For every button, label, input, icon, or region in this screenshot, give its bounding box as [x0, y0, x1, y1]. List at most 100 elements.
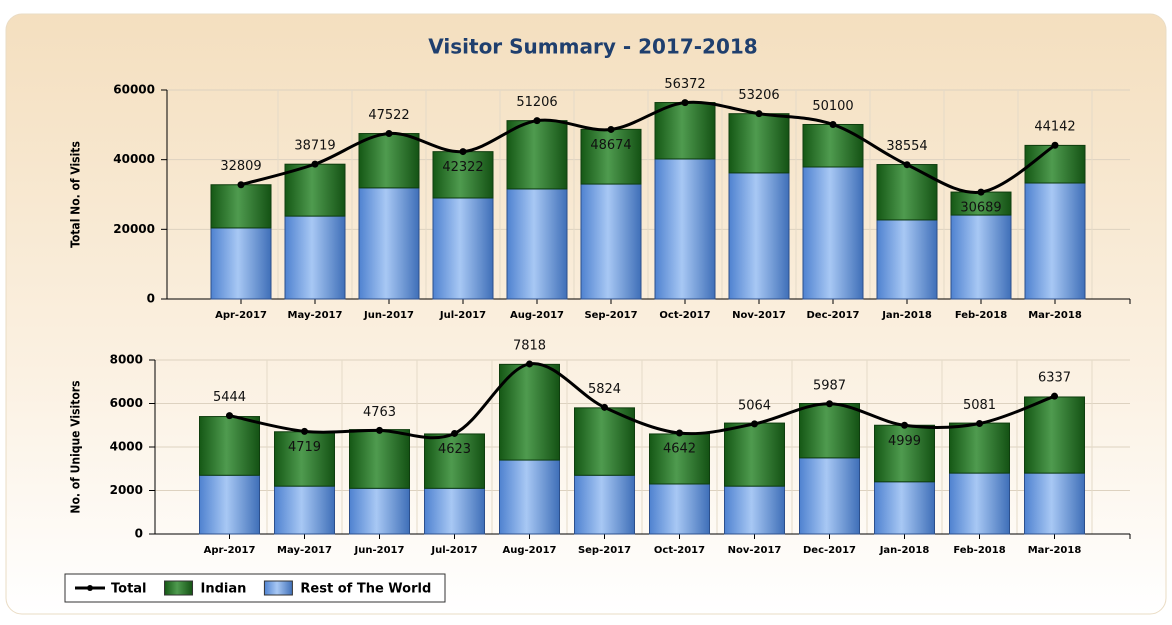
bar-segment — [499, 459, 560, 535]
data-label: 5824 — [588, 382, 621, 397]
total-point — [676, 429, 683, 437]
data-label: 4623 — [438, 442, 471, 457]
title: Visitor Summary - 2017-2018 — [428, 35, 757, 59]
data-label: 48674 — [590, 138, 631, 153]
y-tick-label: 0 — [135, 527, 143, 541]
total-point — [755, 110, 763, 118]
y-tick-label: 20000 — [113, 222, 155, 236]
x-tick-label: Sep-2017 — [578, 545, 631, 556]
bar-segment — [1024, 396, 1085, 474]
bar-segment — [654, 102, 716, 160]
x-tick-label: Dec-2017 — [807, 310, 860, 321]
x-tick-label: Jan-2018 — [879, 545, 930, 556]
bar-segment — [284, 215, 346, 300]
data-label: 4642 — [663, 442, 696, 457]
data-label: 38719 — [294, 139, 335, 154]
bar-segment — [654, 158, 716, 300]
total-point — [903, 161, 911, 169]
bar-segment — [724, 485, 785, 535]
x-tick-label: Nov-2017 — [728, 545, 782, 556]
total-point — [607, 125, 615, 133]
bar-segment — [574, 407, 635, 476]
total-point — [376, 426, 383, 434]
total-point — [301, 427, 308, 435]
bar-segment — [574, 474, 635, 535]
total-point — [829, 120, 837, 128]
total-point — [459, 148, 467, 156]
x-tick-label: Aug-2017 — [503, 545, 557, 556]
total-point — [385, 129, 393, 137]
bar-segment — [649, 483, 710, 535]
x-tick-label: Mar-2018 — [1028, 545, 1082, 556]
total-point — [226, 412, 233, 420]
total-point — [237, 181, 245, 189]
x-tick-label: Jul-2017 — [430, 545, 477, 556]
total-point — [451, 429, 458, 437]
bar-segment — [284, 163, 346, 217]
data-label: 5987 — [813, 378, 846, 393]
data-label: 44142 — [1034, 120, 1075, 135]
data-label: 6337 — [1038, 371, 1071, 386]
bar-segment — [799, 457, 860, 535]
bar-segment — [1024, 182, 1086, 300]
data-label: 47522 — [368, 108, 409, 123]
bar-segment — [358, 187, 420, 300]
bar-segment — [349, 429, 410, 489]
x-tick-label: Apr-2017 — [215, 310, 267, 321]
y-tick-label: 8000 — [110, 353, 143, 367]
data-label: 38554 — [886, 139, 927, 154]
bar-segment — [799, 403, 860, 459]
bar-segment — [949, 422, 1010, 474]
bar-segment — [349, 487, 410, 535]
data-label: 56372 — [664, 77, 705, 92]
data-label: 4719 — [288, 440, 321, 455]
total-point — [1051, 392, 1058, 400]
total-point — [601, 403, 608, 411]
legend-swatch — [263, 580, 293, 596]
total-point — [1051, 141, 1059, 149]
x-tick-label: Jul-2017 — [439, 310, 486, 321]
y-tick-label: 60000 — [113, 83, 155, 97]
y-tick-label: 4000 — [110, 440, 143, 454]
bar-segment — [274, 431, 335, 487]
bar-segment — [580, 128, 642, 185]
total-point — [526, 360, 533, 368]
data-label: 42322 — [442, 160, 483, 175]
total-line — [240, 100, 1056, 194]
total-point — [681, 99, 689, 107]
bar-segment — [499, 363, 560, 461]
legend-dot — [87, 585, 93, 591]
x-tick-label: Oct-2017 — [654, 545, 705, 556]
bar-segment — [1024, 472, 1085, 535]
legend-label: Indian — [201, 582, 247, 597]
y-axis-label: Total No. of Visits — [69, 141, 83, 248]
total-point — [976, 419, 983, 427]
data-label: 4999 — [888, 434, 921, 449]
x-tick-label: Feb-2018 — [953, 545, 1005, 556]
data-label: 7818 — [513, 338, 546, 353]
bar-segment — [876, 219, 938, 300]
legend-swatch — [164, 580, 194, 596]
total-point — [977, 188, 985, 196]
x-tick-label: Oct-2017 — [659, 310, 710, 321]
x-tick-label: Mar-2018 — [1028, 310, 1082, 321]
x-tick-label: Jun-2017 — [363, 310, 414, 321]
x-tick-label: Jun-2017 — [354, 545, 405, 556]
total-point — [311, 160, 319, 168]
data-label: 5444 — [213, 390, 246, 405]
bar-segment — [506, 120, 568, 190]
legend-box — [64, 573, 446, 603]
y-axis-label: No. of Unique Visitors — [69, 380, 83, 513]
data-label: 50100 — [812, 99, 853, 114]
bar-segment — [358, 133, 420, 189]
x-tick-label: Nov-2017 — [732, 310, 786, 321]
data-label: 5064 — [738, 398, 771, 413]
bar-segment — [274, 485, 335, 535]
x-tick-label: Feb-2018 — [955, 310, 1007, 321]
bar-segment — [876, 164, 938, 221]
x-tick-label: Sep-2017 — [584, 310, 637, 321]
y-tick-label: 2000 — [110, 483, 143, 497]
bar-segment — [802, 166, 864, 300]
bar-segment — [1024, 144, 1086, 184]
legend-label: Rest of The World — [300, 582, 431, 597]
